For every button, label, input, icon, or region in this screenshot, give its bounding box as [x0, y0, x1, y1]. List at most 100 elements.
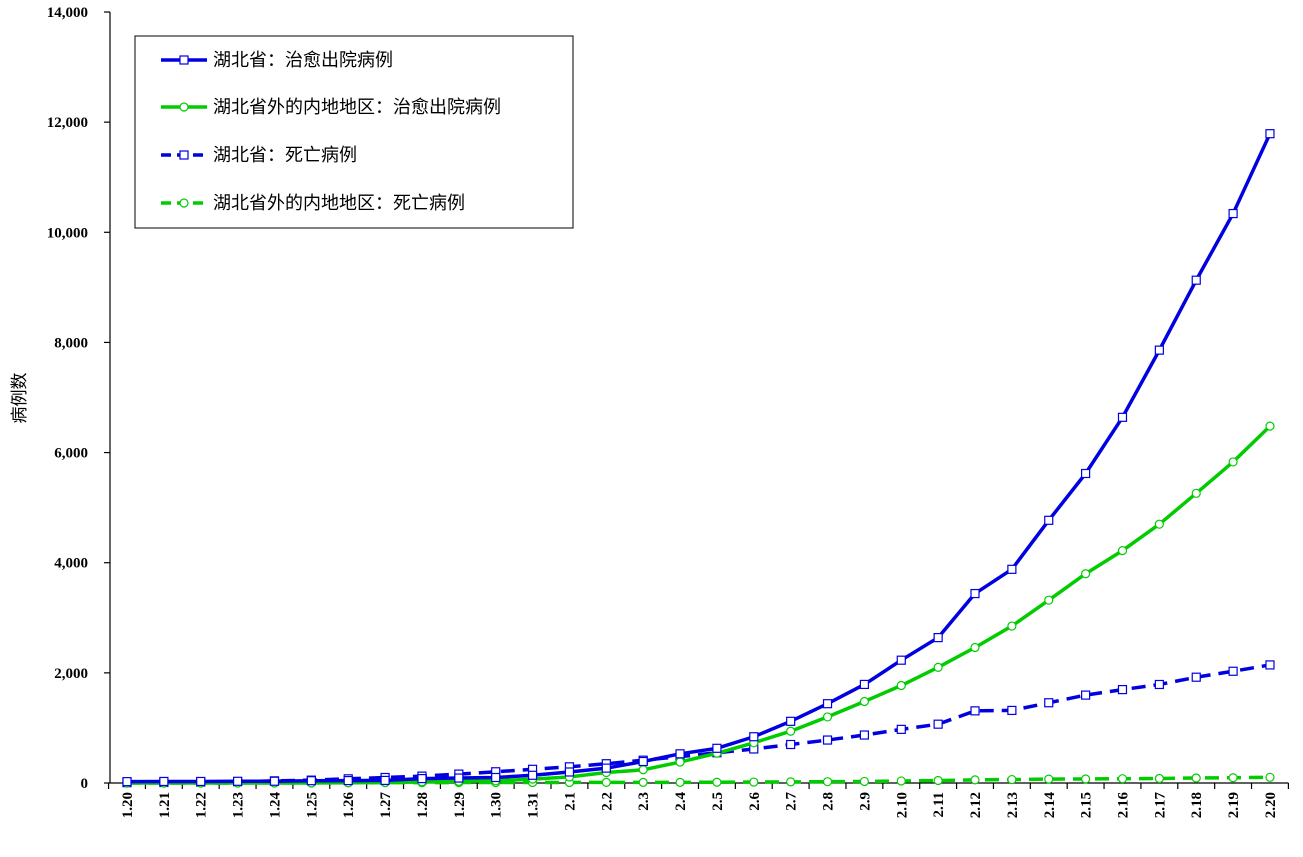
series-line — [127, 424, 1272, 785]
data-point — [1007, 774, 1017, 785]
data-point — [859, 679, 870, 690]
legend-label: 湖北省：死亡病例 — [213, 145, 357, 166]
x-tick-label: 2.4 — [673, 792, 689, 811]
x-tick-label: 2.13 — [1005, 792, 1021, 818]
data-point — [1228, 773, 1238, 783]
x-tick-label: 2.1 — [562, 792, 578, 811]
legend: 湖北省：治愈出院病例湖北省外的内地地区：治愈出院病例湖北省：死亡病例湖北省外的内… — [134, 35, 574, 229]
y-tick-label: 8,000 — [54, 335, 88, 351]
data-point — [491, 772, 501, 783]
y-tick-label: 14,000 — [47, 5, 88, 21]
data-point — [933, 775, 943, 786]
data-point — [1191, 773, 1201, 783]
data-point — [1007, 621, 1017, 631]
data-point — [1081, 774, 1091, 784]
data-point — [933, 719, 943, 729]
data-point — [380, 775, 390, 786]
data-point — [786, 739, 796, 750]
data-point — [1044, 698, 1054, 708]
x-tick-label: 2.6 — [747, 792, 763, 811]
data-point — [1191, 672, 1201, 682]
data-point — [417, 773, 427, 784]
x-tick-label: 2.19 — [1226, 792, 1242, 818]
data-point — [601, 777, 611, 787]
x-tick-label: 2.2 — [599, 792, 615, 811]
x-tick-label: 1.29 — [452, 792, 468, 818]
data-point — [1007, 564, 1017, 574]
data-point — [822, 712, 833, 722]
series-1 — [122, 129, 1275, 787]
data-point — [896, 655, 906, 665]
data-point — [822, 735, 833, 745]
data-point — [343, 775, 353, 786]
data-point — [1117, 684, 1128, 695]
data-point — [675, 749, 685, 759]
x-tick-label: 2.15 — [1079, 792, 1095, 818]
x-tick-label: 2.14 — [1042, 792, 1058, 819]
data-point — [1265, 660, 1275, 670]
data-point — [1265, 421, 1275, 431]
data-point — [1154, 679, 1164, 690]
data-point — [1007, 705, 1017, 716]
legend-label: 湖北省外的内地地区：治愈出院病例 — [213, 97, 501, 118]
axes-layer: 0 2,000 4,000 6,000 8,000 10,000 12,000 14,000 1… — [10, 5, 1290, 819]
x-tick-label: 1.22 — [194, 792, 210, 818]
y-tick-label: 10,000 — [47, 225, 88, 241]
series-3 — [122, 660, 1275, 788]
x-tick-label: 2.3 — [636, 792, 652, 811]
x-tick-label: 1.31 — [526, 792, 542, 818]
data-point — [822, 699, 833, 709]
data-point — [822, 777, 833, 787]
data-point — [1265, 772, 1275, 782]
data-point — [1228, 208, 1238, 219]
data-point — [1191, 275, 1201, 285]
data-point — [1081, 690, 1091, 700]
x-tick-label: 1.20 — [120, 792, 136, 818]
x-tick-label: 1.28 — [415, 792, 431, 818]
x-tick-label: 2.10 — [894, 792, 910, 818]
legend-swatch-marker — [179, 198, 189, 208]
legend-swatch-marker — [179, 150, 189, 160]
data-point — [1044, 595, 1054, 605]
x-tick-label: 2.11 — [931, 792, 947, 817]
data-point — [1044, 515, 1054, 525]
x-tick-label: 1.27 — [378, 792, 394, 819]
data-point — [896, 724, 906, 734]
data-point — [1228, 666, 1238, 676]
data-point — [159, 776, 169, 787]
data-point — [859, 776, 870, 787]
x-tick-label: 1.30 — [489, 792, 505, 818]
series-line — [126, 663, 1271, 785]
data-point — [749, 732, 759, 742]
x-tick-label: 2.16 — [1115, 792, 1131, 819]
x-tick-label: 2.17 — [1152, 792, 1168, 819]
data-point — [749, 777, 759, 787]
data-point — [122, 777, 132, 787]
data-point — [786, 777, 796, 787]
y-tick-label: 12,000 — [47, 115, 88, 131]
data-point — [638, 777, 648, 787]
data-point — [786, 726, 796, 736]
x-tick-label: 1.25 — [304, 792, 320, 818]
data-point — [1117, 774, 1128, 784]
data-point — [675, 757, 685, 767]
data-point — [675, 777, 685, 787]
legend-swatch-marker — [179, 102, 189, 112]
data-point — [933, 633, 943, 643]
data-point — [712, 743, 722, 753]
data-point — [1154, 519, 1164, 529]
data-point — [1154, 345, 1164, 355]
legend-label: 湖北省：治愈出院病例 — [213, 50, 393, 71]
data-point — [896, 776, 906, 786]
y-axis-title: 病例数 — [10, 373, 30, 424]
data-point — [970, 588, 980, 599]
x-tick-label: 1.21 — [157, 792, 173, 818]
x-tick-label: 1.26 — [341, 792, 357, 819]
legend-swatch-marker — [179, 55, 189, 65]
y-tick-label: 6,000 — [54, 446, 88, 462]
data-point — [1117, 412, 1128, 422]
data-point — [1265, 129, 1275, 139]
x-tick-label: 2.20 — [1263, 792, 1279, 818]
data-point — [1081, 569, 1091, 579]
